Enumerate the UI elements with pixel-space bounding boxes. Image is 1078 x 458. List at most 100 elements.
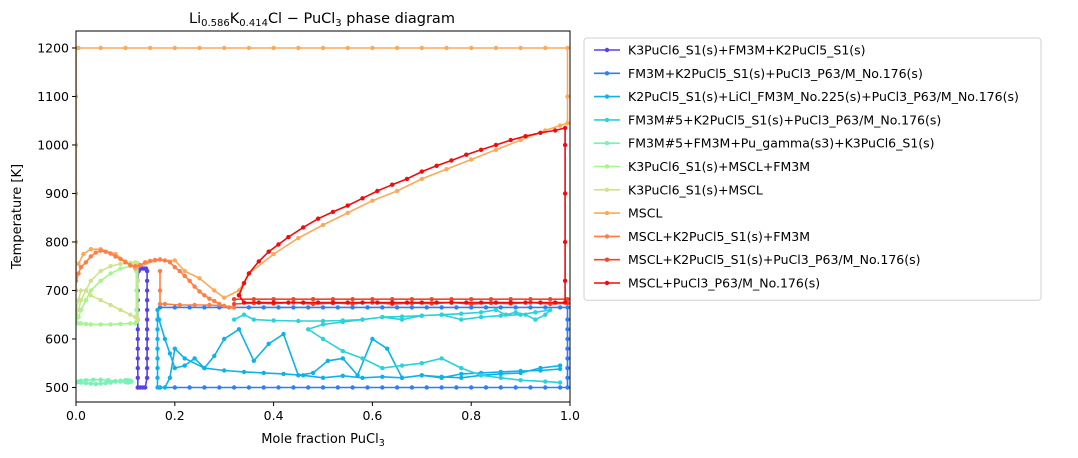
series-9-point xyxy=(182,273,187,279)
series-1-point xyxy=(135,365,140,371)
series-8-point xyxy=(419,176,424,182)
series-2-point xyxy=(454,305,459,310)
series-4-point xyxy=(459,311,464,316)
series-2-point xyxy=(557,385,563,390)
series-3-point xyxy=(281,331,286,337)
series-7-point xyxy=(118,261,123,266)
series-4-point xyxy=(513,310,518,315)
series-3-point xyxy=(155,356,160,361)
series-5-point xyxy=(118,378,123,383)
series-7-point xyxy=(108,264,113,269)
series-3-point xyxy=(155,375,160,380)
series-5-point xyxy=(98,381,103,386)
series-6-point xyxy=(128,321,133,326)
series-4-point xyxy=(380,314,385,320)
series-2-point xyxy=(565,375,570,380)
series-1-point xyxy=(135,327,140,332)
series-3-point xyxy=(167,351,173,356)
series-2-point xyxy=(291,305,296,310)
legend-swatch-marker xyxy=(604,257,610,262)
series-2-point xyxy=(187,305,192,310)
series-9-point xyxy=(147,258,153,264)
series-5-point xyxy=(98,377,103,382)
series-4-point xyxy=(518,312,523,317)
series-2-point xyxy=(320,385,326,390)
series-7-point xyxy=(76,312,79,317)
series-3-point xyxy=(192,356,197,361)
series-10-point xyxy=(488,297,494,302)
series-2-point xyxy=(454,385,459,390)
y-tick-label: 1000 xyxy=(37,137,69,152)
legend-label: K2PuCl5_S1(s)+LiCl_FM3M_No.225(s)+PuCl3_… xyxy=(628,89,1019,104)
series-3-point xyxy=(340,356,345,361)
series-8-point xyxy=(182,268,187,274)
series-4-point xyxy=(548,307,553,313)
series-9-point xyxy=(98,248,103,253)
series-7 xyxy=(76,260,140,322)
series-1-point xyxy=(135,385,140,390)
legend-item: MSCL+K2PuCl5_S1(s)+FM3M xyxy=(594,229,810,244)
series-3-point xyxy=(212,353,217,359)
series-9-point xyxy=(133,264,138,269)
series-3-point xyxy=(459,371,464,377)
series-11-point xyxy=(538,130,543,135)
series-8-point xyxy=(444,45,449,51)
series-3-point xyxy=(155,365,160,371)
series-3-point xyxy=(419,373,424,378)
series-2-point xyxy=(217,385,222,390)
series-10-point xyxy=(508,297,513,302)
y-axis: 500 600 700 800 900 1000 1100 1200 xyxy=(37,40,76,395)
series-3-point xyxy=(320,375,326,380)
series-2-point xyxy=(261,305,266,310)
series-4-point xyxy=(543,379,548,384)
series-3-point xyxy=(266,341,271,346)
series-9-point xyxy=(207,296,212,301)
series-11-point xyxy=(375,188,380,194)
series-2-point xyxy=(350,305,355,310)
legend-label: FM3M#5+K2PuCl5_S1(s)+PuCl3_P63/M_No.176(… xyxy=(628,112,941,127)
series-3-point xyxy=(370,336,375,342)
series-4-point xyxy=(459,317,464,322)
series-3-point xyxy=(202,365,207,371)
series-8-point xyxy=(271,251,276,257)
series-1-point xyxy=(144,346,150,351)
series-9-point xyxy=(167,260,173,265)
series-2-point xyxy=(261,385,266,390)
series-8-point xyxy=(76,288,79,293)
series-4-point xyxy=(478,310,484,315)
series-4-point xyxy=(340,319,345,325)
series-11-point xyxy=(330,209,336,215)
legend-item: K3PuCl6_S1(s)+MSCL+FM3M xyxy=(594,159,810,174)
series-3-point xyxy=(380,374,385,379)
series-4-point xyxy=(380,365,385,371)
legend-item: K3PuCl6_S1(s)+FM3M+K2PuCl5_S1(s) xyxy=(594,43,866,58)
series-2-point xyxy=(557,305,563,310)
series-1-point xyxy=(135,336,140,342)
x-tick-label: 0.2 xyxy=(165,408,185,423)
series-4-point xyxy=(241,312,247,317)
legend-item: MSCL+K2PuCl5_S1(s)+PuCl3_P63/M_No.176(s) xyxy=(594,252,921,267)
legend-swatch-marker xyxy=(604,117,610,123)
series-2-point xyxy=(498,385,503,390)
legend-label: K3PuCl6_S1(s)+FM3M+K2PuCl5_S1(s) xyxy=(628,43,866,58)
series-3-point xyxy=(557,363,563,368)
series-6-point xyxy=(76,320,79,326)
series-2-point xyxy=(202,305,207,310)
series-8-point xyxy=(296,45,301,51)
series-4-point xyxy=(360,317,365,322)
series-8-point xyxy=(222,295,227,300)
series-7-point xyxy=(98,298,103,303)
series-4-point xyxy=(271,318,276,323)
series-3-point xyxy=(301,373,306,378)
legend-swatch-marker xyxy=(604,141,610,146)
series-11-point xyxy=(562,125,568,131)
series-9-point xyxy=(162,301,168,307)
series-2-point xyxy=(306,385,311,390)
series-5-point xyxy=(88,381,94,386)
series-11-point xyxy=(562,239,568,245)
x-tick-label: 1.0 xyxy=(560,408,580,423)
series-3 xyxy=(155,307,563,390)
legend-swatch-marker xyxy=(604,47,610,53)
series-2-point xyxy=(394,305,400,310)
series-3-point xyxy=(172,365,177,371)
